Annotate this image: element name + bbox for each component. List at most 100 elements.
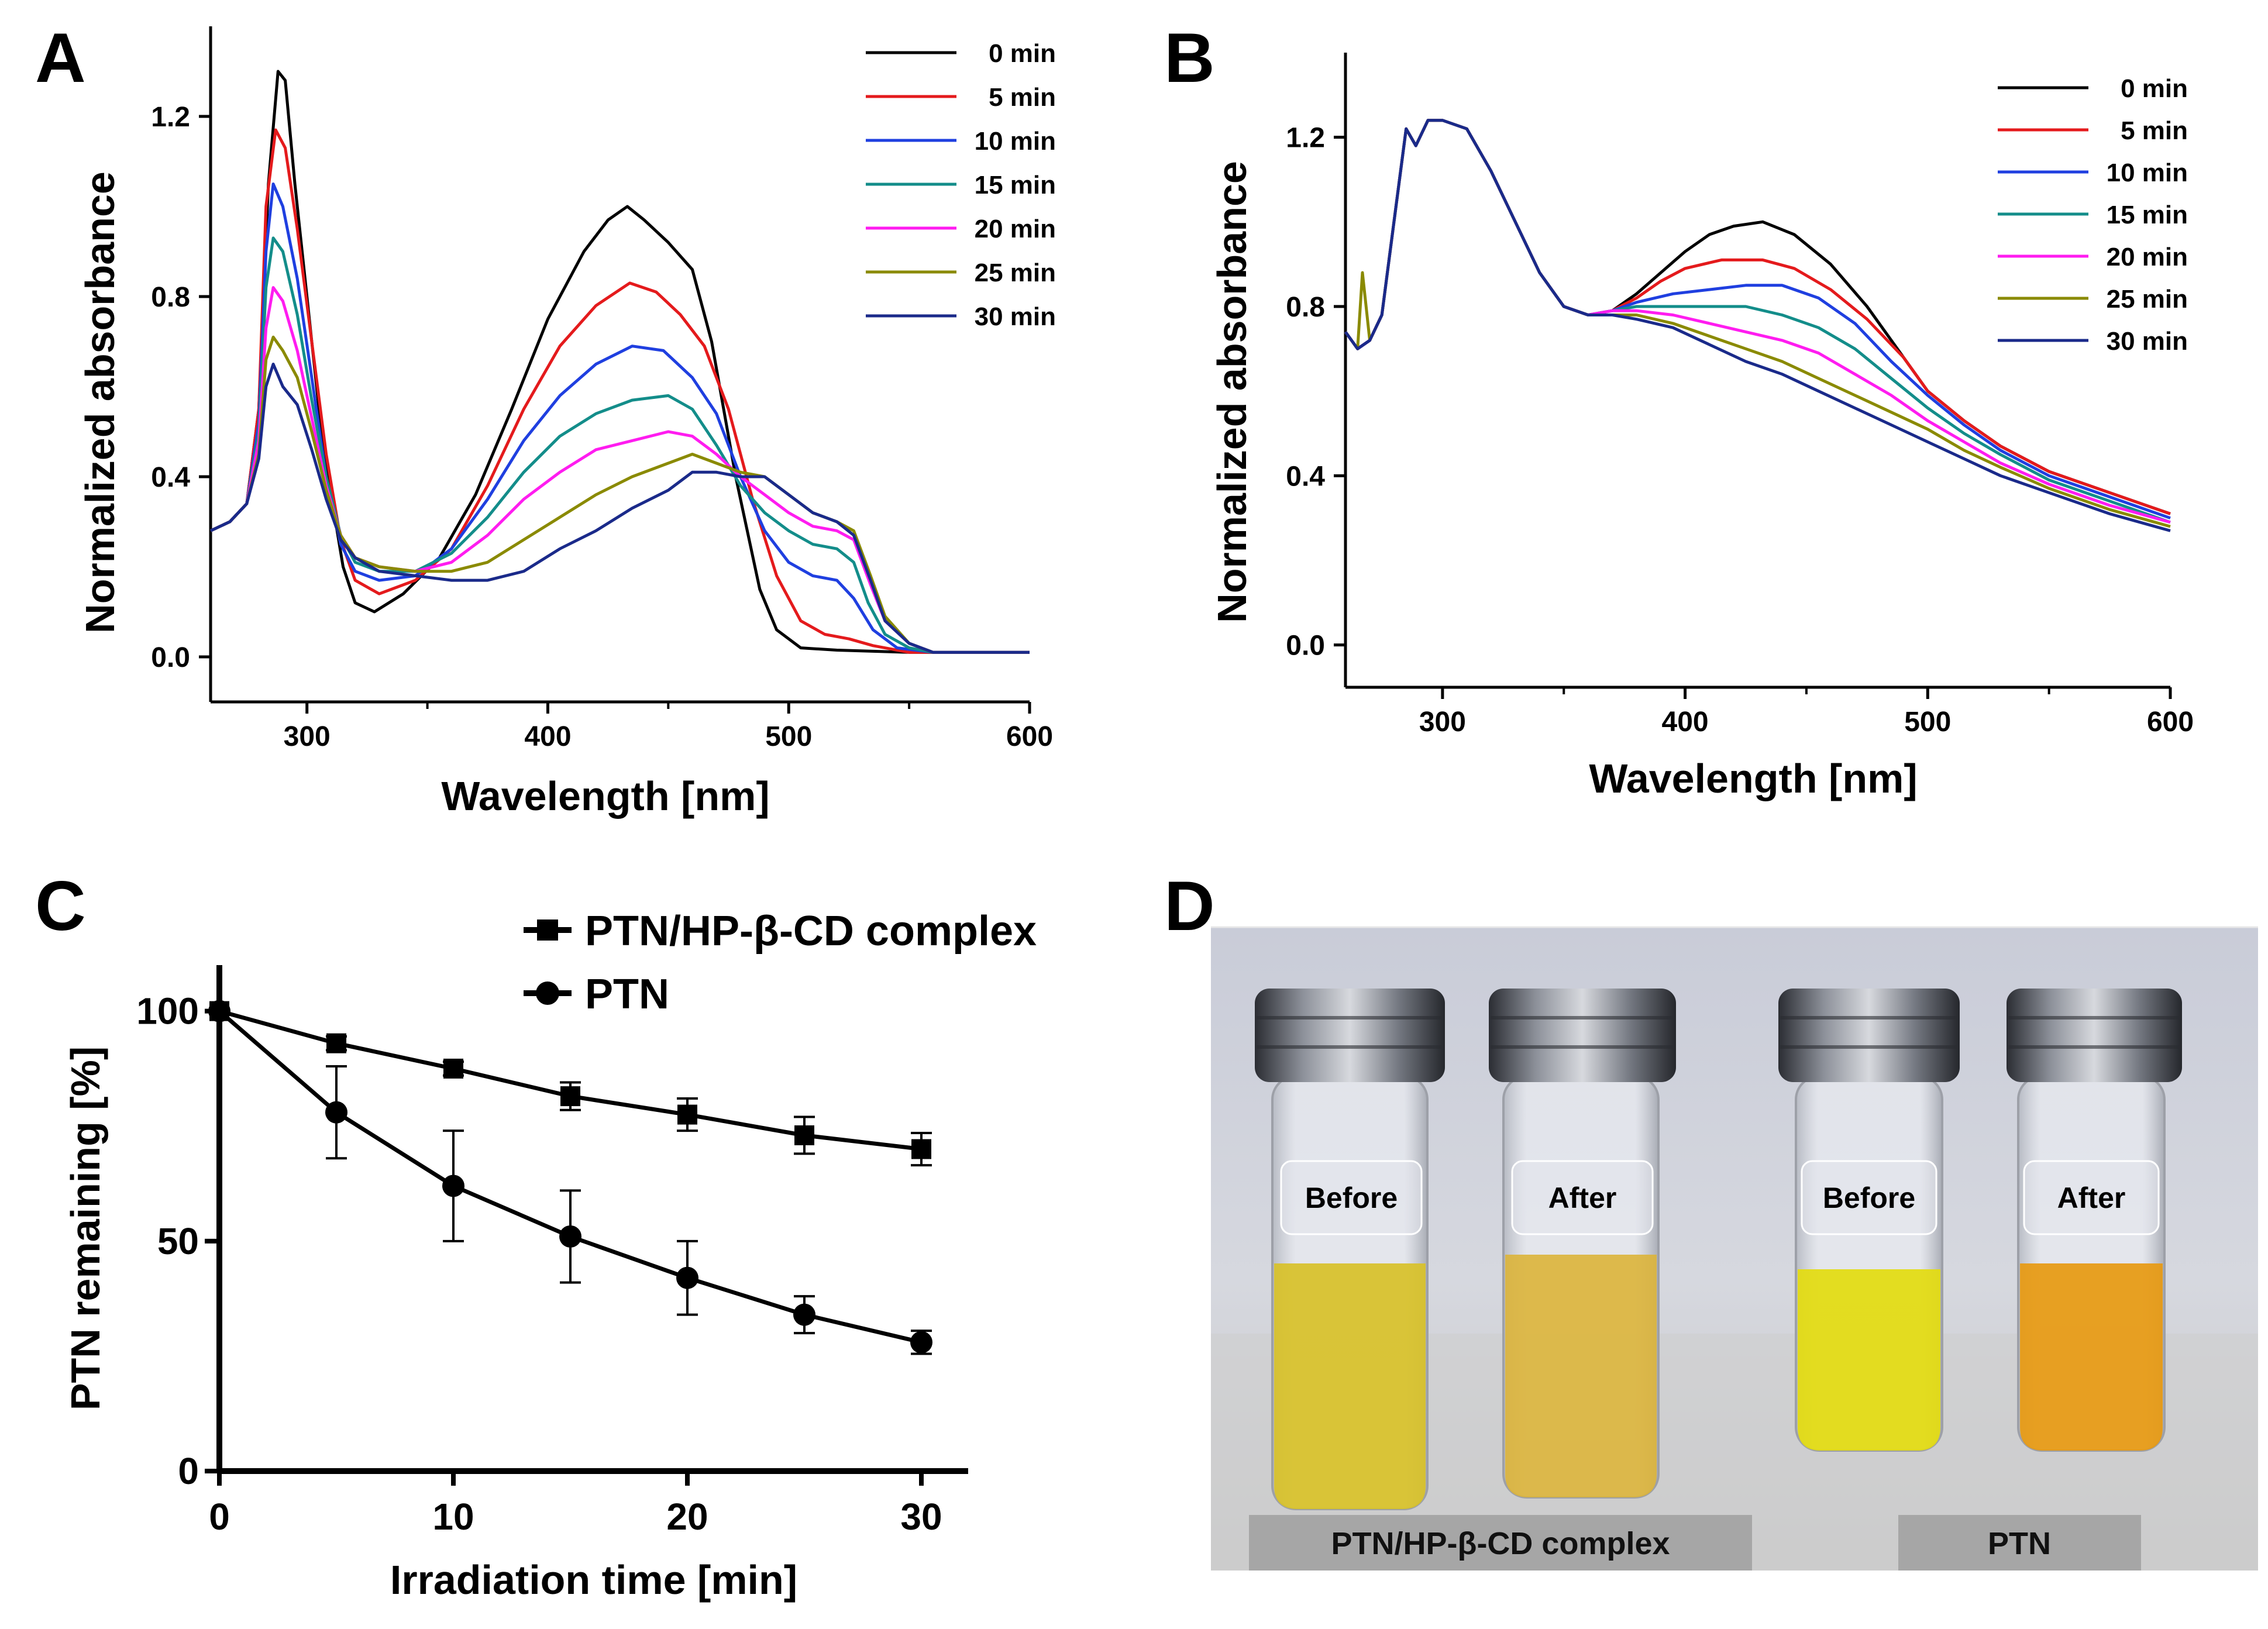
legend-label-2: 10 min <box>975 127 1056 156</box>
vial-4: After <box>2007 989 2182 1452</box>
data-point-circle <box>325 1101 347 1124</box>
x-tick-label: 20 <box>666 1496 708 1538</box>
data-point-square <box>443 1058 463 1079</box>
legend-label-3: 15 min <box>975 171 1056 199</box>
vial-4-cap <box>2007 989 2182 1082</box>
series-line-3 <box>209 236 1030 654</box>
legend-label-6: 30 min <box>2107 327 2188 356</box>
y-tick-label: 0.8 <box>151 282 190 313</box>
series-line-6 <box>1344 119 2171 532</box>
panel-b-chart: 300 400 500 600 0.0 0.4 0.8 1.2 <box>1286 53 2194 738</box>
x-tick-label: 600 <box>2147 707 2194 738</box>
group-label-ptn: PTN <box>1988 1526 2051 1561</box>
vial-4-liquid <box>2020 1263 2163 1451</box>
panel-c-chart: 0 10 20 30 0 50 100 <box>136 965 968 1538</box>
data-point-circle <box>208 1000 230 1022</box>
legend-label-0: 0 min <box>2121 74 2188 103</box>
panel-label-c: C <box>35 867 86 945</box>
x-tick-label: 0 <box>209 1496 230 1538</box>
series-line-1 <box>209 128 1030 654</box>
vial-2-label: After <box>1548 1182 1617 1214</box>
y-tick-label: 0.8 <box>1286 292 1325 323</box>
vial-1-label: Before <box>1305 1182 1398 1214</box>
x-tick-label: 500 <box>765 721 812 752</box>
panel-b-legend: 0 min 5 min 10 min 15 min 20 min 25 min 30 mi… <box>1998 74 2188 356</box>
panel-c-xlabel: Irradiation time [min] <box>390 1557 797 1603</box>
vial-4-label-box <box>2023 1160 2160 1235</box>
y-tick-label: 0.0 <box>1286 631 1325 662</box>
panel-b-ylabel: Normalized absorbance <box>1209 161 1255 623</box>
panel-a-legend: 0 min 5 min 10 min 15 min 20 min 25 min 30 mi… <box>866 39 1056 331</box>
data-point-square <box>677 1104 697 1125</box>
legend-label-6: 30 min <box>975 302 1056 331</box>
series-line-0 <box>219 1009 922 1151</box>
legend-label-4: 20 min <box>2107 243 2188 271</box>
panel-label-d: D <box>1164 867 1215 945</box>
y-tick-label: 100 <box>136 990 199 1032</box>
x-tick-label: 600 <box>1006 721 1053 752</box>
series-line-4 <box>1344 119 2171 524</box>
y-tick-label: 1.2 <box>1286 123 1325 154</box>
vial-3-label: Before <box>1823 1182 1915 1214</box>
vial-1: Before <box>1255 989 1445 1510</box>
legend-label-0: 0 min <box>989 39 1056 68</box>
data-point-square <box>911 1139 931 1159</box>
vial-1-label-box <box>1280 1160 1423 1235</box>
legend-label-3: 15 min <box>2107 201 2188 229</box>
x-tick-label: 30 <box>900 1496 942 1538</box>
panel-a-ylabel: Normalized absorbance <box>77 171 123 633</box>
legend-label-4: 20 min <box>975 215 1056 243</box>
panel-b-xlabel: Wavelength [nm] <box>1589 756 1917 801</box>
vial-2: After <box>1489 989 1676 1499</box>
x-tick-label: 400 <box>1662 707 1709 738</box>
legend-ptn-label: PTN <box>585 971 669 1018</box>
panel-d-photo: Before After Before <box>1211 926 2258 1571</box>
legend-label-2: 10 min <box>2107 159 2188 187</box>
y-tick-label: 50 <box>157 1220 199 1262</box>
group-bar-ptn <box>1898 1515 2141 1571</box>
data-point-circle <box>793 1303 815 1326</box>
group-label-complex: PTN/HP-β-CD complex <box>1331 1526 1670 1561</box>
series-line-6 <box>209 363 1030 654</box>
y-tick-label: 0.0 <box>151 642 190 673</box>
vial-3-cap <box>1778 989 1960 1082</box>
legend-label-5: 25 min <box>975 259 1056 287</box>
series-line-3 <box>1344 119 2171 524</box>
vial-3: Before <box>1778 989 1960 1452</box>
vial-2-cap <box>1489 989 1676 1082</box>
legend-label-1: 5 min <box>989 83 1056 112</box>
y-tick-label: 0.4 <box>151 462 190 493</box>
group-bar-complex <box>1249 1515 1752 1571</box>
panel-a-xlabel: Wavelength [nm] <box>441 773 769 819</box>
x-tick-label: 500 <box>1904 707 1951 738</box>
data-point-circle <box>676 1266 698 1289</box>
data-point-square <box>794 1125 814 1145</box>
vial-4-label: After <box>2057 1182 2126 1214</box>
series-line-0 <box>1344 119 2171 515</box>
legend-label-1: 5 min <box>2121 116 2188 145</box>
data-point-circle <box>910 1331 932 1354</box>
series-line-4 <box>209 286 1030 654</box>
panel-label-b: B <box>1164 19 1215 97</box>
x-tick-label: 10 <box>432 1496 474 1538</box>
data-point-circle <box>559 1225 581 1248</box>
y-tick-label: 1.2 <box>151 102 190 133</box>
series-line-1 <box>218 1009 922 1345</box>
x-tick-label: 400 <box>524 721 571 752</box>
panel-c-ylabel: PTN remaining [%] <box>63 1046 108 1410</box>
series-line-2 <box>209 182 1030 654</box>
data-point-square <box>326 1033 346 1053</box>
series-line-5 <box>1344 119 2171 528</box>
series-line-1 <box>1344 119 2171 515</box>
panel-c-legend: PTN/HP-β-CD complex PTN <box>524 908 1037 1018</box>
panel-label-a: A <box>35 19 86 97</box>
legend-complex-label: PTN/HP-β-CD complex <box>585 908 1037 955</box>
series-line-2 <box>1344 119 2171 520</box>
vial-2-label-box <box>1511 1160 1654 1235</box>
series-line-5 <box>209 335 1030 654</box>
vial-3-label-box <box>1801 1160 1937 1235</box>
data-point-square <box>560 1086 580 1107</box>
x-tick-label: 300 <box>1419 707 1466 738</box>
data-point-circle <box>442 1175 464 1197</box>
vial-2-liquid <box>1505 1255 1657 1497</box>
